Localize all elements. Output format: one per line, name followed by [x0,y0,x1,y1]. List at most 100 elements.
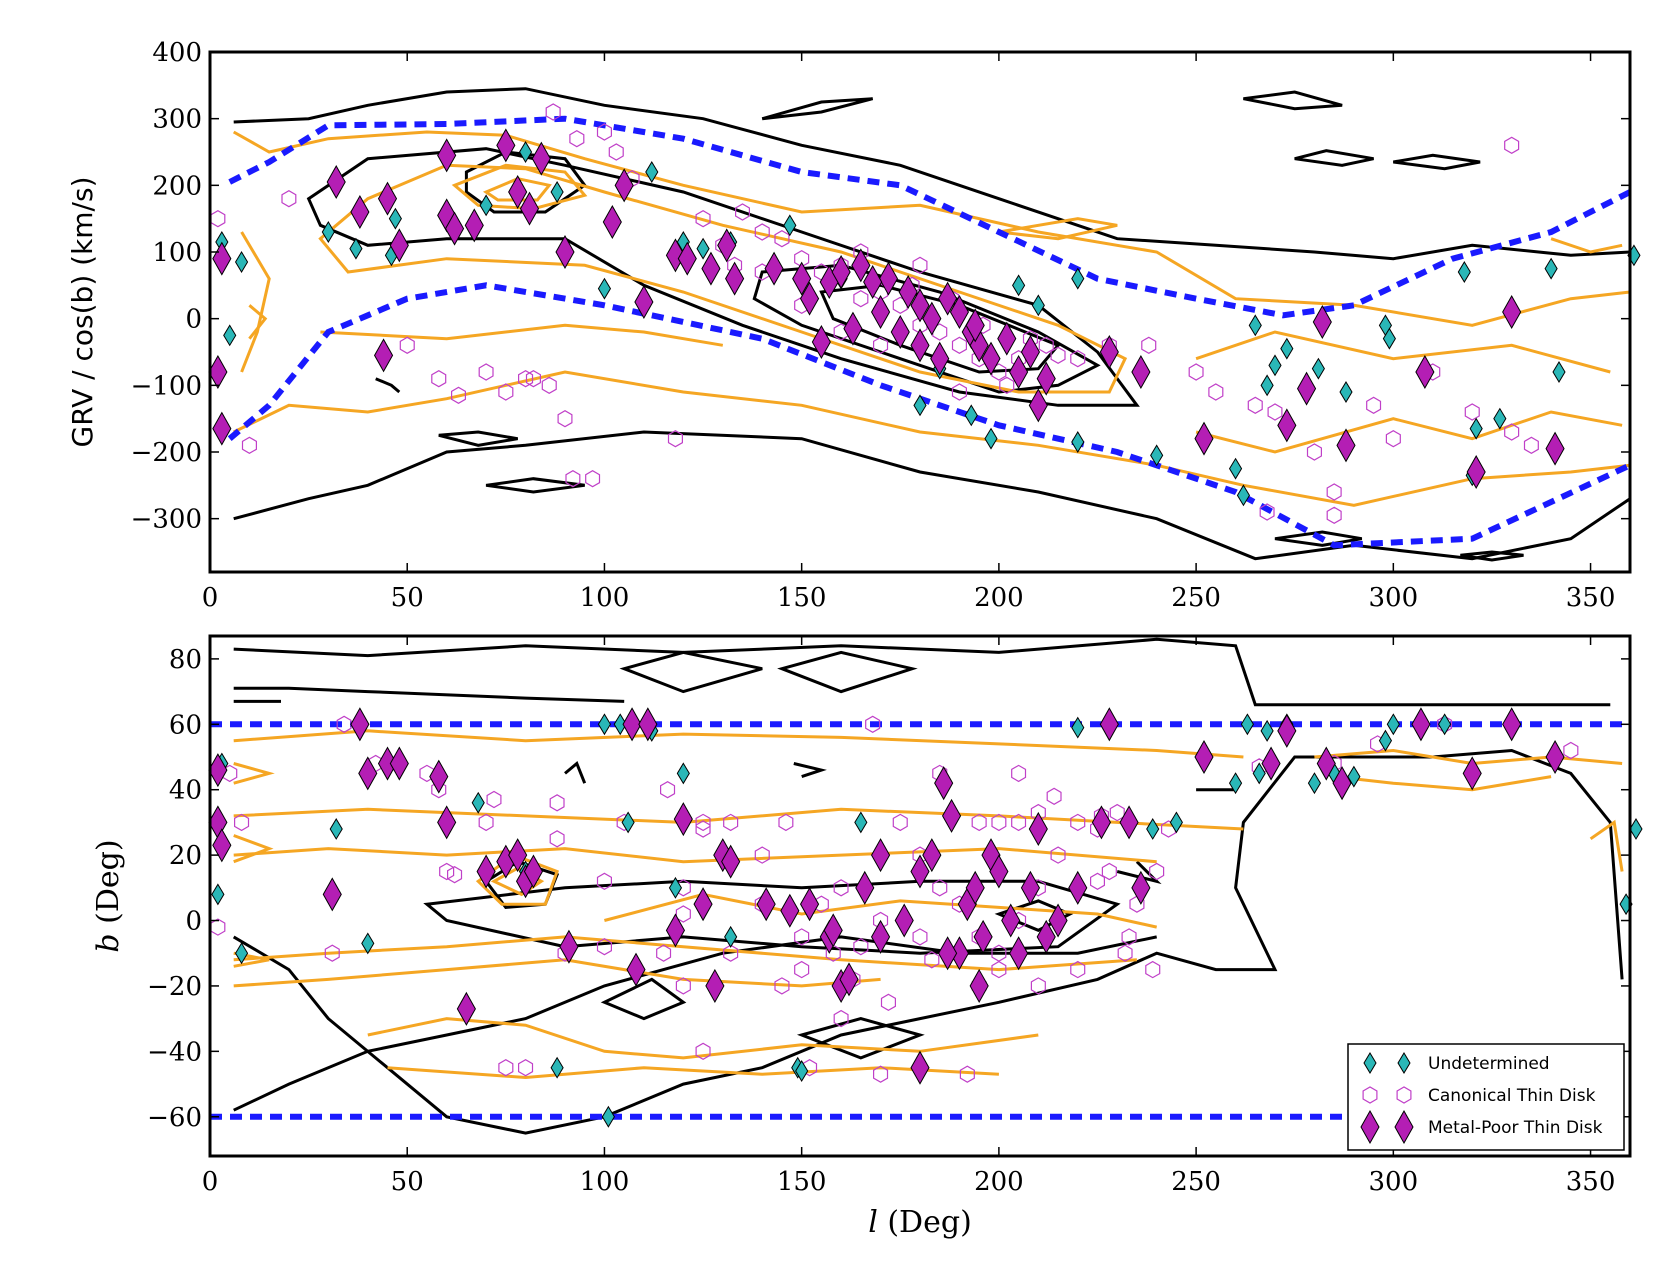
undetermined-point [1339,381,1353,403]
metal-poor-point [764,251,784,286]
bottom-panel: 0 50 100 150 200 250 300 350 806040200−20−40−60… [91,634,1643,1240]
y-tick-label: 60 [169,710,202,740]
undetermined-point [613,713,627,736]
metal-poor-point [969,968,989,1003]
undetermined-point [471,791,485,814]
contour-line [1393,153,1481,171]
canonical-point [1129,895,1145,913]
canonical-point [608,143,624,161]
contour-line [233,847,1157,864]
contour-line [233,686,625,703]
metal-poor-point [894,903,914,938]
metal-poor-point [981,341,1001,376]
undetermined-point [1071,267,1085,290]
contour-line [240,231,271,373]
undetermined-point [1071,431,1085,453]
metal-poor-point [508,174,528,210]
metal-poor-point [1036,919,1056,954]
metal-poor-point [898,274,918,310]
x-tick-label: 150 [777,1167,827,1197]
metal-poor-point [839,962,859,997]
contour-line [233,430,1631,561]
contour-line [387,1066,999,1080]
metal-poor-point [934,766,954,801]
undetermined-point [696,237,710,260]
bottom-x-axis-label: l (Deg) [868,1205,972,1240]
undetermined-point [601,1105,615,1128]
canonical-point [1464,403,1480,421]
canonical-point [1145,960,1161,979]
metal-poor-point [373,338,394,373]
undetermined-point [1311,357,1325,380]
canonical-point [399,336,415,354]
metal-poor-point [1020,870,1041,905]
canonical-point [1046,787,1062,805]
contour-line [796,1017,925,1060]
metal-poor-point [1099,707,1119,742]
canonical-point [656,944,672,962]
canonical-point [695,210,711,228]
canonical-point [596,123,613,141]
canonical-point [1101,862,1117,881]
canonical-point [1267,403,1283,421]
metal-poor-point [1068,870,1088,905]
metal-poor-point [208,354,228,390]
x-tick-label: 100 [580,1167,630,1197]
undetermined-point [518,141,533,163]
canonical-point [478,363,494,381]
undetermined-point [1280,337,1294,360]
legend-canonical-icon [1396,1086,1412,1104]
canonical-point [924,951,940,969]
metal-poor-point [1277,408,1297,443]
canonical-point [541,376,557,394]
legend-undetermined-label: Undetermined [1428,1054,1550,1074]
undetermined-point [1457,261,1471,283]
metal-poor-point [1099,334,1119,370]
canonical-point [431,370,447,388]
undetermined-point [1240,713,1254,736]
x-tick-label: 200 [974,1167,1024,1197]
contour-line [482,177,552,202]
legend-entries: Undetermined Canonical Thin Disk Metal-Poo… [1360,1052,1603,1145]
contour-line [1460,550,1524,562]
contour-line [233,729,1244,759]
y-tick-label: −60 [147,1103,202,1133]
metal-poor-point [622,707,642,742]
metal-poor-point [910,1050,930,1085]
top-plot-frame [208,50,1632,574]
legend-metal-poor-icon [1360,1109,1380,1145]
legend: Undetermined Canonical Thin Disk Metal-Poo… [1347,1043,1625,1151]
metal-poor-point [638,707,658,742]
metal-poor-point [673,802,693,837]
canonical-point [1070,960,1086,979]
contour-line [1334,775,1552,792]
top-velocity-boundary [227,115,1632,549]
undetermined-point [1386,713,1400,736]
canonical-point [431,781,447,799]
legend-undetermined-icon [1363,1052,1377,1074]
metal-poor-point [870,919,891,954]
legend-metal-poor-label: Metal-Poor Thin Disk [1428,1118,1603,1138]
y-tick-label: 300 [152,105,202,135]
undetermined-point [724,925,738,948]
bottom-plot-frame [208,634,1632,1158]
contour-line [367,1017,1039,1060]
top-contours [232,87,1631,562]
canonical-point [880,993,897,1011]
contour-line [438,430,518,447]
undetermined-point [550,181,564,203]
canonical-point [549,830,565,848]
metal-poor-point [756,887,776,922]
undetermined-point [1248,314,1262,337]
undetermined-point [550,1056,564,1079]
undetermined-point [668,876,683,899]
undetermined-point [234,251,249,273]
canonical-point [1563,741,1579,760]
metal-poor-point [1336,428,1356,463]
bottom-data-points [208,707,1643,1128]
canonical-point [872,336,889,354]
y-tick-label: 0 [185,305,202,335]
y-tick-label: −100 [131,371,202,401]
undetermined-point [1260,719,1274,742]
metal-poor-point [519,191,540,226]
